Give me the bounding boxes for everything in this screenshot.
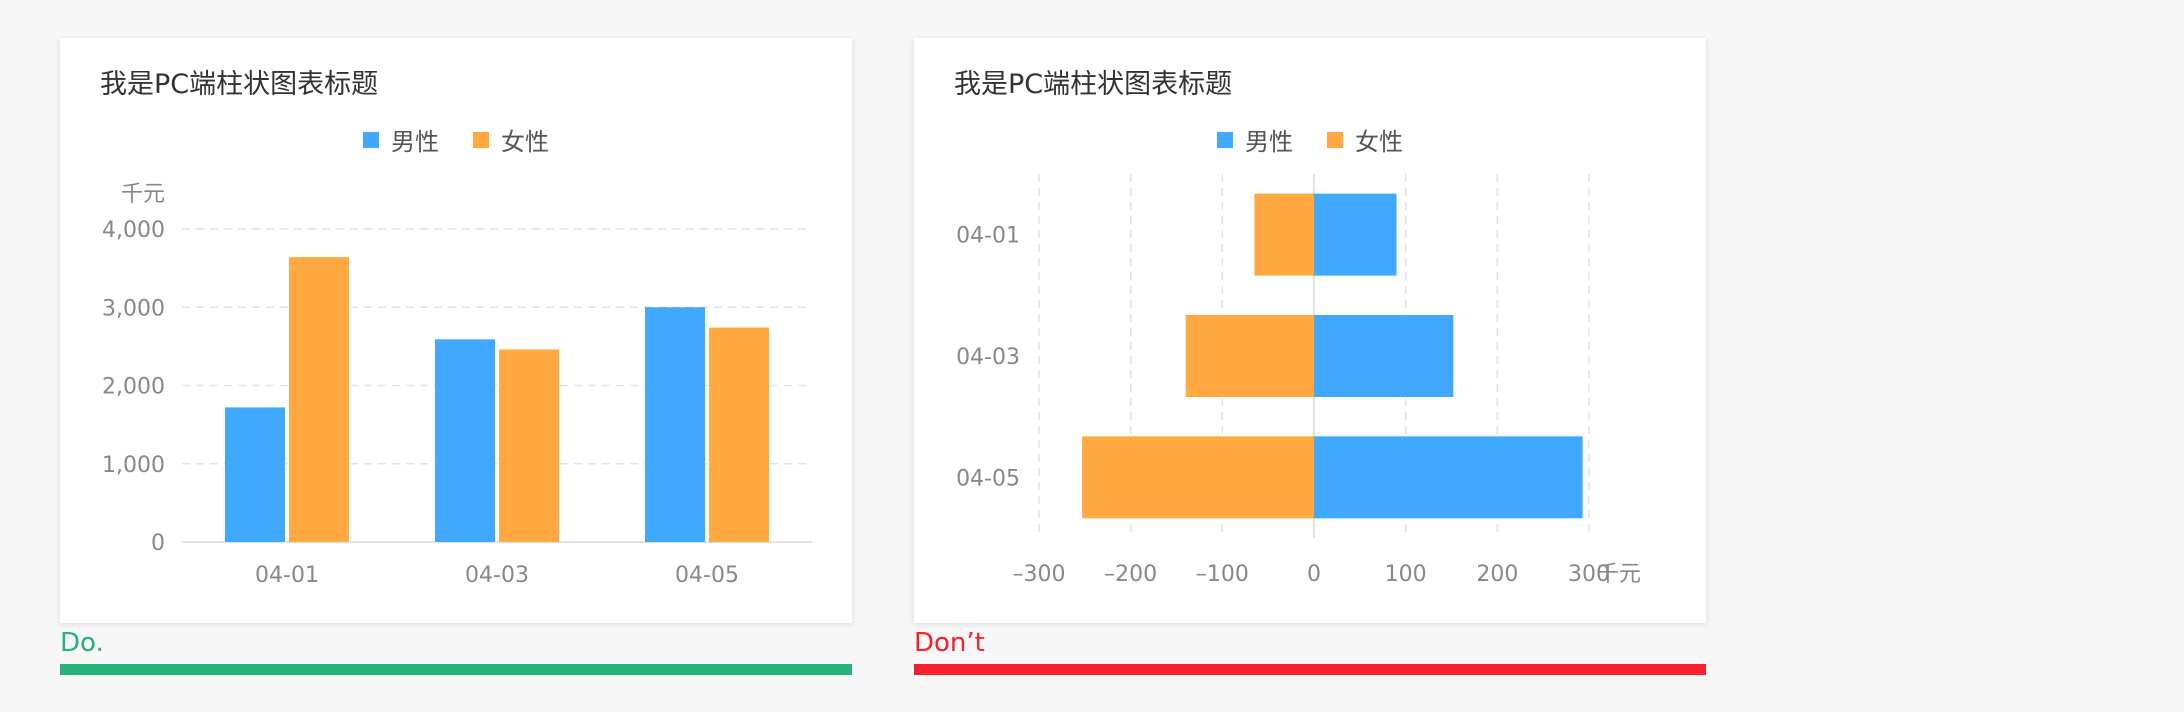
chart-legend: 男性 女性 [60,122,852,157]
bar-female [1185,315,1314,397]
bar-male [1314,315,1454,397]
legend-swatch-female [1327,131,1343,148]
x-tick-label: –100 [1196,562,1249,587]
legend-label-male: 男性 [391,128,439,156]
y-tick-label: 4,000 [102,218,165,243]
bar-male [1314,193,1397,276]
do-caption: Do. [60,628,104,658]
y-tick-label: 04-05 [956,466,1020,491]
legend-item-male[interactable]: 男性 [1217,122,1293,157]
chart-title: 我是PC端柱状图表标题 [954,69,1233,100]
legend-item-female[interactable]: 女性 [473,122,549,157]
bar-male [225,407,285,542]
x-tick-label: 04-05 [675,563,739,588]
chart-legend: 男性 女性 [914,122,1706,157]
chart-title: 我是PC端柱状图表标题 [100,69,379,100]
legend-item-male[interactable]: 男性 [363,122,439,157]
bar-female [1082,436,1314,519]
y-tick-label: 04-01 [956,224,1020,249]
x-tick-label: –300 [1013,562,1066,587]
x-tick-label: 0 [1307,562,1321,587]
x-tick-label: –200 [1104,562,1157,587]
x-tick-label: 04-03 [465,563,529,588]
x-tick-label: 300 [1568,562,1610,587]
legend-swatch-male [1217,131,1233,148]
do-indicator-bar [60,664,852,675]
chart-card-do: 我是PC端柱状图表标题 男性 女性 千元 0 1,000 2,000 3,000 4,00… [60,38,852,623]
y-tick-label: 3,000 [102,296,165,321]
legend-label-male: 男性 [1245,128,1293,156]
chart-card-dont: 我是PC端柱状图表标题 男性 女性 –300 –200 –100 0 100 200 300… [914,38,1706,623]
bar-male [1314,436,1583,519]
legend-item-female[interactable]: 女性 [1327,122,1403,157]
bar-male [435,339,495,542]
bar-male [645,307,705,542]
bar-female [499,349,559,542]
bar-female [1254,193,1314,276]
y-tick-label: 1,000 [102,453,165,478]
y-tick-label: 0 [151,531,165,556]
x-tick-label: 04-01 [255,563,319,588]
legend-label-female: 女性 [501,128,549,156]
legend-swatch-male [363,131,379,148]
y-tick-label: 2,000 [102,375,165,400]
legend-label-female: 女性 [1355,128,1403,156]
legend-swatch-female [473,131,489,148]
dont-indicator-bar [914,664,1706,675]
dont-caption: Don’t [914,628,985,658]
vertical-bar-chart: 千元 0 1,000 2,000 3,000 4,000 04-01 04-03 04-05 [102,182,812,588]
bar-female [289,257,349,542]
y-tick-label: 04-03 [956,345,1020,370]
x-axis-unit: 千元 [1597,562,1641,587]
bar-female [709,327,769,542]
x-tick-label: 100 [1385,562,1427,587]
y-axis-unit: 千元 [121,182,165,207]
x-tick-label: 200 [1476,562,1518,587]
